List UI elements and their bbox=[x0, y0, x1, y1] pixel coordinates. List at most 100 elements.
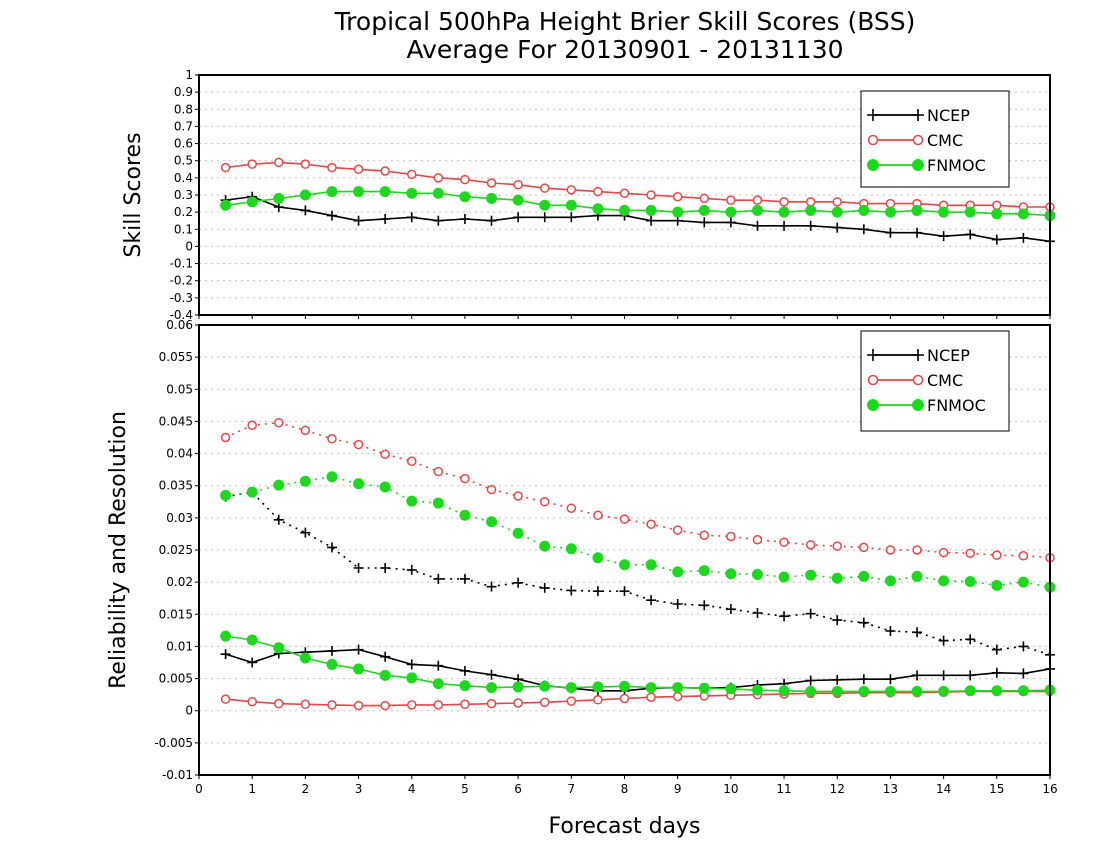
data-point bbox=[379, 669, 391, 681]
data-point bbox=[274, 157, 284, 168]
data-point bbox=[300, 159, 311, 169]
x-tick-label: 4 bbox=[408, 782, 416, 796]
data-point bbox=[380, 651, 391, 662]
x-tick-label: 16 bbox=[1042, 782, 1057, 796]
data-point bbox=[380, 449, 390, 459]
legend: NCEP CMC FNMOC bbox=[860, 330, 1010, 432]
data-point bbox=[912, 227, 923, 238]
data-point bbox=[964, 576, 976, 587]
legend-marker bbox=[867, 109, 879, 121]
x-tick-label: 1 bbox=[248, 782, 256, 796]
data-point bbox=[912, 545, 922, 555]
data-point bbox=[539, 183, 550, 193]
data-point bbox=[726, 531, 736, 542]
y-tick-label: -0.4 bbox=[170, 308, 193, 322]
data-point bbox=[725, 604, 736, 615]
data-point bbox=[751, 568, 763, 580]
data-point bbox=[911, 685, 923, 697]
data-point bbox=[300, 527, 311, 538]
data-point bbox=[380, 214, 391, 224]
x-tick-label: 11 bbox=[776, 782, 791, 796]
data-point bbox=[566, 585, 577, 596]
data-point bbox=[539, 582, 550, 593]
data-point bbox=[406, 187, 418, 199]
series-ncep-dotted bbox=[220, 487, 1055, 660]
data-point bbox=[539, 540, 551, 552]
series-line bbox=[225, 491, 1051, 656]
legend-marker bbox=[867, 374, 879, 386]
data-point bbox=[646, 595, 657, 606]
data-point bbox=[326, 542, 337, 553]
data-point bbox=[751, 204, 763, 216]
data-point bbox=[858, 674, 869, 685]
data-point bbox=[433, 700, 444, 710]
data-point bbox=[326, 210, 337, 221]
data-point bbox=[273, 514, 284, 525]
legend-label: FNMOC bbox=[927, 396, 986, 415]
y-tick-label: 0.03 bbox=[166, 511, 193, 525]
data-point bbox=[725, 683, 737, 695]
data-point bbox=[698, 682, 710, 694]
data-point bbox=[565, 682, 577, 694]
data-point bbox=[300, 699, 311, 710]
data-point bbox=[406, 212, 417, 223]
data-point bbox=[460, 473, 470, 484]
legend-label: NCEP bbox=[927, 106, 970, 125]
data-point bbox=[486, 192, 498, 204]
series-line bbox=[225, 648, 1051, 692]
data-point bbox=[300, 205, 311, 216]
data-point bbox=[672, 191, 683, 202]
series-fnmoc-dotted bbox=[220, 471, 1056, 593]
data-point bbox=[884, 575, 896, 587]
data-point bbox=[566, 212, 577, 223]
data-point bbox=[646, 190, 656, 200]
data-point bbox=[353, 563, 364, 573]
x-tick-label: 12 bbox=[830, 782, 845, 796]
data-point bbox=[247, 696, 257, 707]
data-point bbox=[353, 439, 364, 450]
data-point bbox=[512, 527, 524, 539]
data-point bbox=[274, 417, 284, 428]
data-point bbox=[858, 617, 869, 628]
data-point bbox=[513, 179, 523, 190]
data-point bbox=[460, 699, 470, 710]
data-point bbox=[459, 680, 471, 692]
data-point bbox=[459, 665, 470, 676]
data-point bbox=[220, 649, 231, 660]
plot-frame bbox=[198, 74, 1051, 316]
y-tick-label: 0.5 bbox=[174, 154, 193, 168]
y-tick-label: -0.005 bbox=[154, 736, 193, 750]
data-point bbox=[1017, 685, 1029, 697]
y-tick-label: 0 bbox=[185, 704, 193, 718]
y-tick-label: 0.035 bbox=[159, 479, 193, 493]
data-point bbox=[459, 509, 471, 521]
data-point bbox=[991, 208, 1003, 220]
data-point bbox=[486, 682, 498, 694]
data-point bbox=[832, 541, 842, 551]
y-tick-label: 1 bbox=[185, 68, 193, 82]
data-point bbox=[1018, 551, 1029, 561]
data-point bbox=[486, 581, 497, 592]
data-point bbox=[220, 694, 231, 704]
data-point bbox=[380, 700, 390, 711]
data-point bbox=[513, 491, 523, 501]
plot-frame bbox=[198, 324, 1051, 776]
data-point bbox=[645, 559, 657, 571]
x-tick-label: 9 bbox=[674, 782, 682, 796]
data-point bbox=[778, 571, 790, 583]
data-point bbox=[486, 215, 497, 226]
y-axis-label: Reliability and Resolution bbox=[106, 411, 131, 689]
x-tick-label: 14 bbox=[936, 782, 951, 796]
data-point bbox=[911, 570, 923, 582]
data-point bbox=[406, 495, 418, 507]
data-point bbox=[326, 658, 338, 670]
data-point bbox=[699, 600, 710, 611]
x-tick-label: 5 bbox=[461, 782, 469, 796]
y-tick-label: 0.05 bbox=[166, 382, 193, 396]
legend-marker bbox=[912, 109, 924, 121]
data-point bbox=[884, 206, 896, 218]
data-point bbox=[832, 615, 843, 626]
data-point bbox=[593, 186, 603, 197]
